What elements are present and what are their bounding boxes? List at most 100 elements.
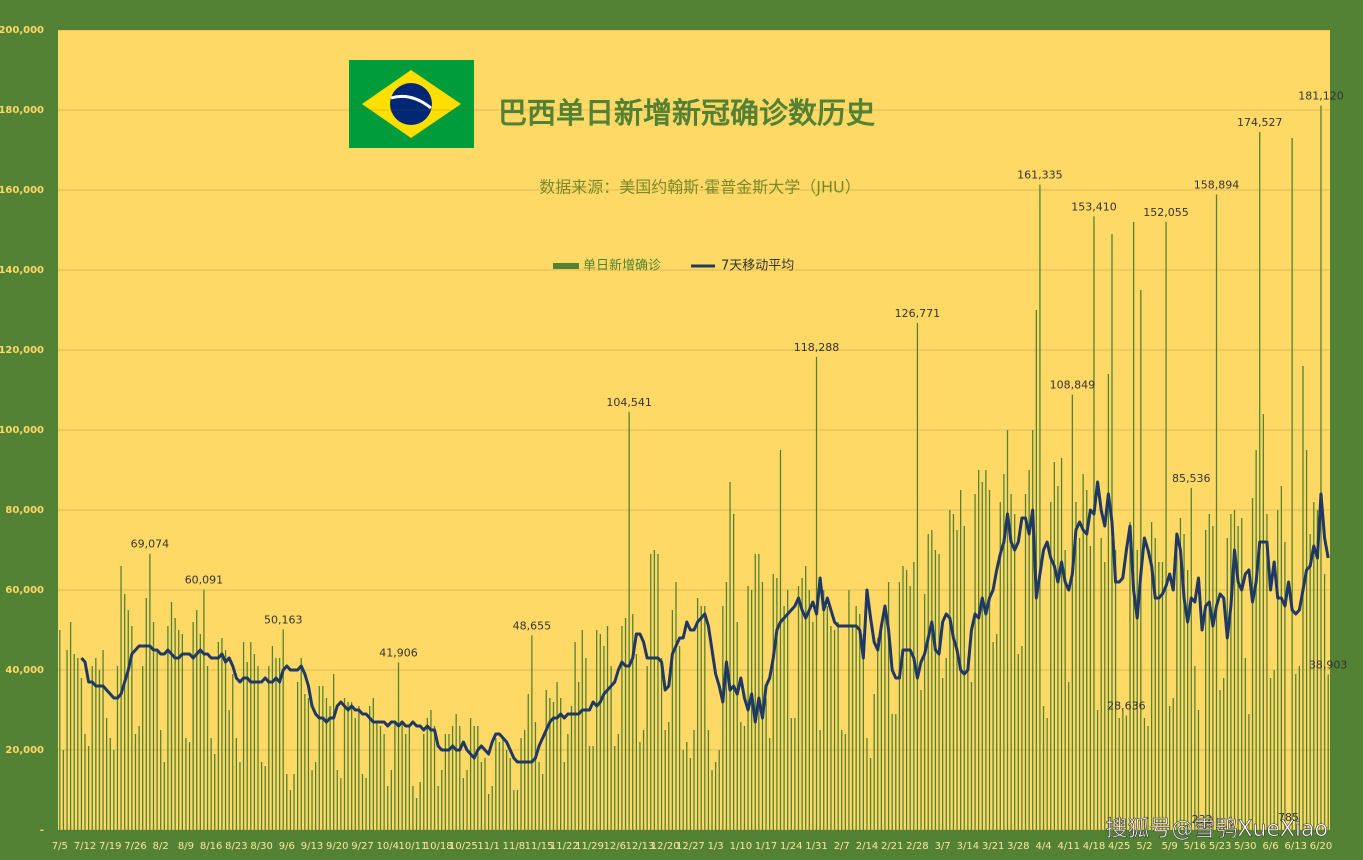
bar (228, 710, 230, 830)
x-tick-label: 5/16 (1184, 841, 1206, 852)
bar (181, 634, 183, 830)
bar (1053, 462, 1055, 830)
bar (585, 658, 587, 830)
bar (405, 734, 407, 830)
bar (855, 606, 857, 830)
x-tick-label: 4/11 (1058, 841, 1080, 852)
x-tick-label: 4/18 (1083, 841, 1105, 852)
bar (131, 626, 133, 830)
bar (351, 702, 353, 830)
bar (1060, 458, 1063, 830)
bar (91, 666, 93, 830)
bar (606, 626, 609, 830)
lines (80, 480, 1330, 764)
bar (574, 642, 576, 830)
bar (938, 554, 940, 830)
bar (397, 662, 400, 830)
bar (1183, 534, 1185, 830)
bar (999, 502, 1001, 830)
bar (134, 734, 137, 830)
bar (696, 598, 699, 830)
bar (455, 714, 457, 830)
bar (898, 582, 901, 830)
bar (268, 666, 270, 830)
bar (686, 742, 688, 830)
bar (1298, 666, 1301, 830)
bar (841, 730, 843, 830)
bar (196, 610, 198, 830)
bar (1223, 678, 1225, 830)
y-tick-label: - (40, 825, 44, 836)
bar (1284, 542, 1286, 830)
bar (278, 658, 281, 830)
bar (390, 770, 392, 830)
bar (77, 658, 79, 830)
bar (826, 606, 828, 830)
bar (408, 726, 410, 830)
bar (815, 356, 818, 830)
bar (1248, 714, 1250, 830)
x-tick-label: 2/21 (881, 841, 903, 852)
bar (704, 606, 706, 830)
bar (1305, 450, 1308, 830)
bar (188, 742, 191, 830)
bar (650, 554, 652, 830)
bar (978, 470, 980, 830)
bar (239, 762, 241, 830)
y-tick-label: 40,000 (5, 665, 44, 676)
x-tick-label: 2/28 (906, 841, 928, 852)
bar (765, 698, 767, 830)
x-tick-label: 9/6 (279, 841, 295, 852)
bar (664, 730, 666, 830)
bar (920, 690, 922, 830)
legend-label: 7天移动平均 (721, 259, 794, 274)
y-tick-label: 160,000 (0, 185, 44, 196)
x-tick-label: 11/8 (503, 841, 525, 852)
bar (80, 678, 83, 830)
bar (361, 774, 364, 830)
bar (127, 610, 129, 830)
bar (1187, 570, 1189, 830)
bar (260, 762, 263, 830)
bar (1068, 682, 1070, 830)
bar (617, 734, 619, 830)
bar (300, 658, 302, 830)
bar (376, 722, 378, 830)
bar (862, 634, 865, 830)
bar (1010, 494, 1012, 830)
bar (1150, 522, 1153, 830)
bar (369, 706, 371, 830)
bar (621, 626, 623, 830)
bar (1006, 430, 1009, 830)
bar (520, 738, 522, 830)
bar (66, 650, 68, 830)
bar (974, 494, 976, 830)
bar (1266, 514, 1268, 830)
bar (833, 630, 836, 830)
x-tick-label: 11/15 (525, 841, 554, 852)
bar (1262, 414, 1264, 830)
bar (235, 738, 238, 830)
bar (772, 574, 774, 830)
x-tick-label: 11/22 (550, 841, 579, 852)
bar (848, 590, 850, 830)
bar (426, 718, 428, 830)
y-tick-label: 200,000 (0, 25, 44, 36)
bar (689, 758, 692, 830)
bar (859, 614, 861, 830)
bar (934, 550, 937, 830)
x-tick-label: 7/5 (52, 841, 68, 852)
bar (603, 646, 605, 830)
bar (318, 686, 320, 830)
bar (325, 698, 328, 830)
bar (423, 734, 425, 830)
bar (469, 718, 472, 830)
bar (866, 738, 868, 830)
bar (909, 586, 911, 830)
bar (660, 658, 663, 830)
bar (170, 602, 173, 830)
bar (1078, 538, 1081, 830)
x-tick-label: 1/3 (708, 841, 724, 852)
bar (1046, 718, 1048, 830)
bar (199, 634, 201, 830)
